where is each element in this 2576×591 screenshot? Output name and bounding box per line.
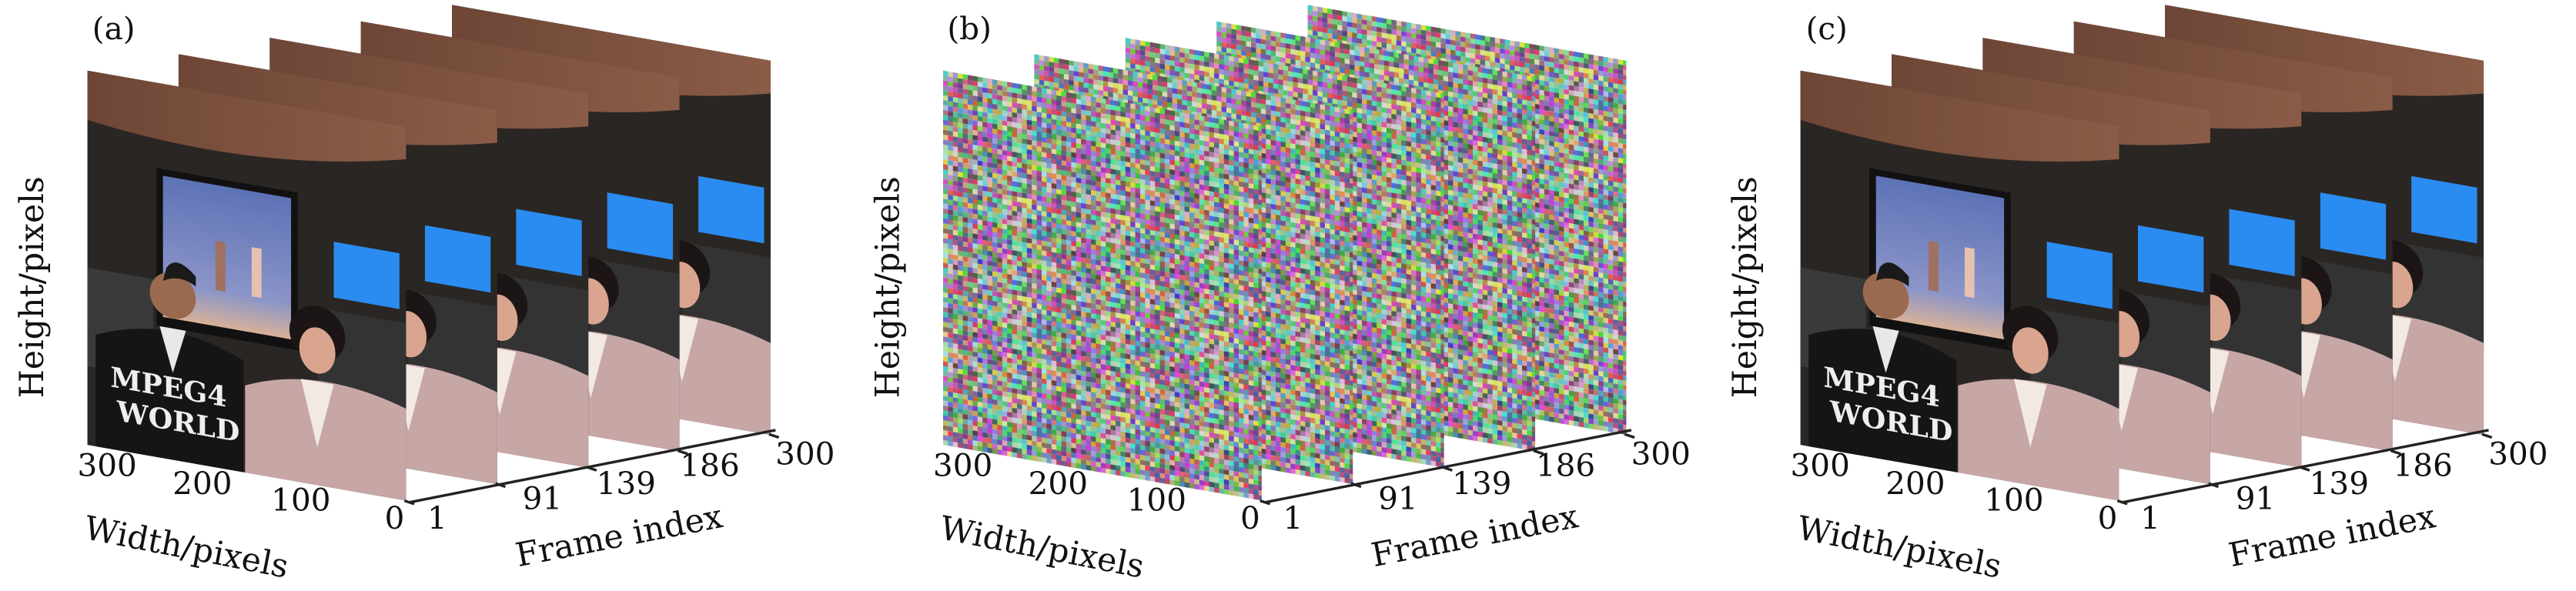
width-axis-label: Width/pixels bbox=[81, 509, 291, 586]
frame-tick-label: 186 bbox=[1536, 447, 1595, 484]
panel-b: (b)191 139 186 300300 200 100 0Width/pixels Fra… bbox=[868, 5, 1691, 586]
width-axis-label: Width/pixels bbox=[1794, 509, 2004, 586]
width-tick-label: 100 bbox=[271, 481, 330, 518]
frame-image bbox=[1801, 71, 2119, 501]
frame-tick-label: 1 bbox=[427, 499, 447, 536]
width-tick-label: 200 bbox=[172, 465, 232, 502]
frame-tick-label: 139 bbox=[2310, 465, 2369, 502]
frame-tick-label: 186 bbox=[680, 447, 739, 484]
video-frame: MPEG4WORLD bbox=[1801, 71, 2119, 501]
width-tick-label: 100 bbox=[1127, 481, 1186, 518]
video-frame: MPEG4WORLD bbox=[88, 71, 406, 501]
frame-tick-label: 91 bbox=[2236, 479, 2276, 516]
width-tick-label: 0 bbox=[385, 499, 405, 536]
frame-tick bbox=[1443, 467, 1453, 470]
frame-tick-label: 300 bbox=[1631, 436, 1691, 472]
noise-frame-image bbox=[943, 71, 1262, 501]
frame-tick-label: 91 bbox=[523, 479, 563, 516]
height-axis-label: Height/pixels bbox=[1726, 176, 1765, 398]
width-tick-label: 0 bbox=[2098, 499, 2118, 536]
frame-tick-label: 300 bbox=[2488, 436, 2548, 472]
frame-tick bbox=[587, 467, 597, 470]
frame-tick bbox=[2300, 467, 2310, 470]
panel-a: (a) MPEG4WORLD 1 91 139 186 300 300 200 100 0 Width… bbox=[13, 5, 835, 586]
width-axis-label: Width/pixels bbox=[937, 509, 1147, 586]
width-tick-label: 300 bbox=[933, 447, 992, 484]
width-tick-label: 200 bbox=[1029, 465, 1088, 502]
frame-tick-label: 300 bbox=[775, 436, 835, 472]
frame-tick-label: 139 bbox=[1452, 465, 1511, 502]
panel-c: (c) MPEG4WORLD 1 91 139 186 300 300 200 100 0 Width… bbox=[1726, 5, 2548, 586]
video-frame bbox=[943, 71, 1262, 501]
panel-label: (b) bbox=[947, 10, 992, 47]
height-axis-label: Height/pixels bbox=[868, 176, 907, 398]
width-tick-label: 0 bbox=[1240, 499, 1260, 536]
width-tick-label: 200 bbox=[1885, 465, 1945, 502]
frame-tick-label: 186 bbox=[2393, 447, 2452, 484]
width-tick-label: 100 bbox=[1984, 481, 2043, 518]
frame-tick-label: 139 bbox=[597, 465, 656, 502]
frame-image bbox=[88, 71, 406, 501]
frame-tick-label: 1 bbox=[1283, 499, 1303, 536]
height-axis-label: Height/pixels bbox=[13, 176, 52, 398]
frame-tick-label: 91 bbox=[1378, 479, 1418, 516]
panel-label: (c) bbox=[1806, 10, 1848, 47]
width-tick-label: 300 bbox=[77, 447, 136, 484]
panel-label: (a) bbox=[92, 10, 135, 47]
width-tick-label: 300 bbox=[1791, 447, 1850, 484]
frame-tick-label: 1 bbox=[2140, 499, 2160, 536]
